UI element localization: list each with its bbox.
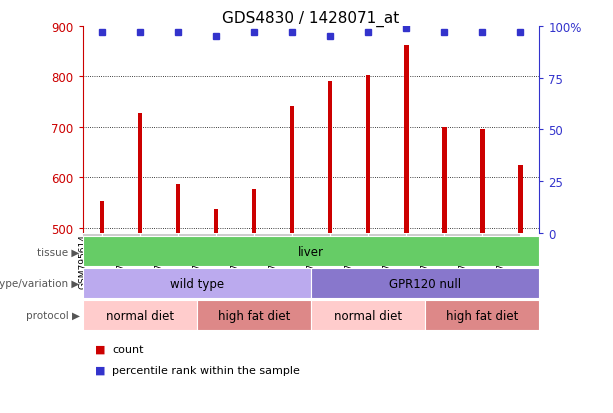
Text: GSM795607: GSM795607 bbox=[497, 234, 506, 289]
Bar bbox=[175, 185, 180, 233]
Bar bbox=[518, 165, 523, 233]
Text: GSM795603: GSM795603 bbox=[421, 234, 430, 289]
Text: genotype/variation ▶: genotype/variation ▶ bbox=[0, 278, 80, 289]
Bar bbox=[311, 268, 539, 299]
Text: high fat diet: high fat diet bbox=[218, 309, 290, 322]
Bar bbox=[83, 268, 311, 299]
Text: GSM795614: GSM795614 bbox=[78, 234, 87, 289]
Bar bbox=[290, 107, 294, 233]
Text: ■: ■ bbox=[95, 365, 105, 375]
Bar bbox=[83, 300, 197, 330]
Bar bbox=[178, 233, 216, 237]
Bar bbox=[444, 233, 482, 237]
Text: protocol ▶: protocol ▶ bbox=[26, 310, 80, 320]
Bar bbox=[254, 233, 292, 237]
Bar bbox=[137, 114, 142, 233]
Text: GSM795605: GSM795605 bbox=[459, 234, 468, 289]
Bar bbox=[140, 233, 178, 237]
Text: GSM795622: GSM795622 bbox=[345, 234, 354, 288]
Bar bbox=[328, 82, 332, 233]
Text: GSM795616: GSM795616 bbox=[116, 234, 125, 289]
Text: GDS4830 / 1428071_at: GDS4830 / 1428071_at bbox=[223, 10, 400, 26]
Bar bbox=[292, 233, 330, 237]
Bar bbox=[311, 300, 425, 330]
Bar bbox=[99, 201, 104, 233]
Bar bbox=[366, 76, 370, 233]
Bar bbox=[442, 128, 447, 233]
Bar bbox=[425, 300, 539, 330]
Bar bbox=[252, 190, 256, 233]
Bar bbox=[404, 46, 408, 233]
Text: ■: ■ bbox=[95, 344, 105, 354]
Text: count: count bbox=[112, 344, 143, 354]
Text: high fat diet: high fat diet bbox=[446, 309, 519, 322]
Text: GPR120 null: GPR120 null bbox=[389, 277, 462, 290]
Text: wild type: wild type bbox=[170, 277, 224, 290]
Text: GSM795618: GSM795618 bbox=[154, 234, 164, 289]
Text: GSM795613: GSM795613 bbox=[268, 234, 278, 289]
Bar bbox=[216, 233, 254, 237]
Bar bbox=[480, 130, 485, 233]
Bar bbox=[214, 210, 218, 233]
Text: tissue ▶: tissue ▶ bbox=[37, 247, 80, 257]
Bar bbox=[330, 233, 368, 237]
Text: GSM795611: GSM795611 bbox=[230, 234, 240, 289]
Bar bbox=[197, 300, 311, 330]
Bar bbox=[482, 233, 520, 237]
Text: percentile rank within the sample: percentile rank within the sample bbox=[112, 365, 300, 375]
Text: GSM795620: GSM795620 bbox=[306, 234, 316, 289]
Bar bbox=[102, 233, 140, 237]
Text: normal diet: normal diet bbox=[334, 309, 402, 322]
Bar bbox=[64, 233, 102, 237]
Bar bbox=[406, 233, 444, 237]
Text: GSM795624: GSM795624 bbox=[383, 234, 392, 288]
Bar bbox=[368, 233, 406, 237]
Text: liver: liver bbox=[298, 245, 324, 258]
Text: GSM795609: GSM795609 bbox=[192, 234, 202, 289]
Text: normal diet: normal diet bbox=[106, 309, 174, 322]
